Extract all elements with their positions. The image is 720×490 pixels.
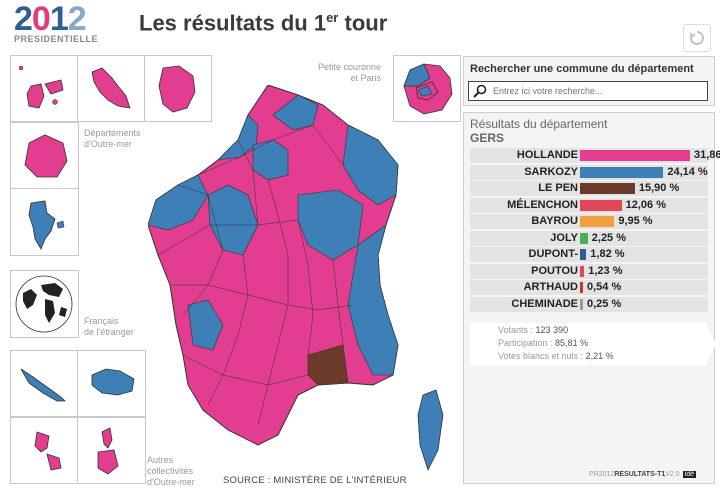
map-polynesie[interactable] bbox=[77, 350, 146, 417]
region-est[interactable] bbox=[342, 124, 399, 206]
candidate-name: DUPONT- bbox=[528, 248, 579, 260]
region-provence[interactable] bbox=[307, 344, 349, 386]
candidate-row: SARKOZY 24,14 % bbox=[470, 164, 708, 180]
candidate-row: JOLY 2,25 % bbox=[470, 230, 708, 246]
results-title: Résultats du département bbox=[470, 117, 608, 131]
candidate-name: LE PEN bbox=[538, 182, 578, 194]
candidate-bar bbox=[580, 199, 622, 211]
candidate-pct: 2,25 % bbox=[591, 231, 627, 244]
france-map[interactable] bbox=[148, 85, 448, 475]
stat-blancs-nuls: Votes blancs et nuls : 2,21 % bbox=[498, 351, 614, 361]
candidate-pct: 0,54 % bbox=[587, 281, 622, 293]
ide-logo: idé bbox=[682, 471, 697, 478]
candidate-row: DUPONT- 1,82 % bbox=[470, 247, 708, 262]
logo-subtitle: PRESIDENTIELLE bbox=[14, 34, 99, 44]
map-guyane[interactable] bbox=[144, 55, 212, 122]
candidate-bar bbox=[580, 150, 690, 161]
candidate-name: MÉLENCHON bbox=[507, 198, 578, 211]
label-com: Autres collectivités d'Outre-mer bbox=[147, 455, 195, 487]
logo-2012: 2012 PRESIDENTIELLE bbox=[14, 0, 124, 44]
candidate-bar bbox=[580, 216, 615, 227]
martinique-shape bbox=[91, 67, 131, 109]
candidate-bar bbox=[580, 282, 583, 293]
label-etranger: Français de l'étranger bbox=[84, 316, 134, 337]
search-field[interactable] bbox=[468, 81, 708, 101]
candidate-pct: 9,95 % bbox=[618, 215, 653, 227]
candidate-row: LE PEN 15,90 % bbox=[470, 181, 708, 196]
candidate-bar bbox=[580, 265, 585, 277]
candidate-row: MÉLENCHON 12,06 % bbox=[470, 197, 708, 213]
mayotte-shape bbox=[28, 200, 65, 250]
stats-box: Votants : 123 390 Participation : 85,81 … bbox=[470, 323, 716, 365]
nouvelle-caledonie-shape bbox=[20, 368, 66, 402]
candidate-pct: 12,06 % bbox=[625, 198, 666, 211]
polynesie-shape bbox=[91, 368, 135, 396]
candidate-bar bbox=[580, 166, 664, 178]
label-dom: Départements d'Outre-mer bbox=[84, 128, 141, 149]
guadeloupe-shape bbox=[18, 65, 64, 109]
department-borders bbox=[157, 124, 354, 426]
candidate-pct: 1,23 % bbox=[588, 264, 623, 277]
candidate-row: BAYROU 9,95 % bbox=[470, 214, 708, 229]
map-petite-couronne[interactable] bbox=[393, 55, 461, 122]
stat-votants: Votants : 123 390 bbox=[498, 325, 569, 335]
map-saint-pierre[interactable] bbox=[77, 417, 146, 484]
map-martinique[interactable] bbox=[77, 55, 146, 122]
map-nouvelle-caledonie[interactable] bbox=[10, 350, 79, 417]
candidate-name: POUTOU bbox=[531, 264, 578, 277]
region-alpes[interactable] bbox=[347, 224, 399, 376]
candidate-bar bbox=[580, 183, 635, 194]
map-etranger[interactable] bbox=[10, 270, 79, 338]
candidate-name: JOLY bbox=[550, 231, 578, 244]
department-name: GERS bbox=[470, 131, 505, 145]
guyane-shape bbox=[158, 65, 196, 113]
candidate-row: POUTOU 1,23 % bbox=[470, 263, 708, 279]
candidate-pct: 0,25 % bbox=[587, 297, 622, 310]
candidate-name: CHEMINADE bbox=[511, 297, 578, 310]
saint-pierre-shape bbox=[97, 427, 119, 475]
search-panel: Rechercher une commune du département bbox=[463, 56, 715, 106]
source-credit: SOURCE : MINISTÈRE DE L'INTÉRIEUR bbox=[223, 475, 407, 486]
candidate-bar bbox=[580, 298, 583, 310]
candidate-name: BAYROU bbox=[531, 215, 578, 227]
candidate-name: HOLLANDE bbox=[516, 149, 578, 161]
candidate-row: ARTHAUD 0,54 % bbox=[470, 280, 708, 295]
candidate-row: HOLLANDE 31,86 % bbox=[470, 148, 720, 163]
map-reunion[interactable] bbox=[10, 122, 79, 189]
candidate-row: CHEMINADE 0,25 % bbox=[470, 296, 708, 312]
reunion-shape bbox=[24, 134, 68, 178]
paris-shape bbox=[403, 63, 453, 115]
candidate-pct: 15,90 % bbox=[638, 182, 680, 194]
label-petite-couronne: Petite couronne et Paris bbox=[318, 62, 382, 83]
candidate-pct: 31,86 % bbox=[694, 149, 720, 161]
stats-arrow bbox=[706, 323, 716, 365]
map-wallis[interactable] bbox=[10, 417, 79, 484]
search-title: Rechercher une commune du département bbox=[470, 63, 694, 75]
region-corse[interactable] bbox=[417, 389, 444, 472]
map-guadeloupe[interactable] bbox=[10, 55, 79, 122]
candidate-bar bbox=[580, 249, 587, 260]
results-panel: Résultats du département GERS HOLLANDE 31… bbox=[463, 112, 720, 484]
candidate-bar bbox=[580, 232, 588, 244]
stat-participation: Participation : 85,81 % bbox=[498, 338, 589, 348]
refresh-button[interactable] bbox=[683, 24, 711, 52]
region-bourgogne[interactable] bbox=[297, 189, 364, 261]
wallis-shape bbox=[34, 431, 62, 471]
candidate-name: ARTHAUD bbox=[523, 281, 578, 293]
footer-mark: PR2012RESULTATS-T1V2.0 idé bbox=[589, 471, 697, 478]
candidate-name: SARKOZY bbox=[524, 165, 578, 178]
search-input[interactable] bbox=[493, 84, 698, 97]
map-mayotte[interactable] bbox=[10, 188, 79, 256]
region-sud-ouest[interactable] bbox=[187, 299, 224, 351]
search-icon[interactable] bbox=[472, 83, 488, 99]
world-icon bbox=[15, 275, 73, 333]
refresh-icon bbox=[689, 31, 704, 45]
logo-year: 2012 bbox=[14, 0, 87, 38]
region-nord[interactable] bbox=[272, 94, 319, 131]
page-title: Les résultats du 1er tour bbox=[139, 10, 388, 36]
candidate-pct: 24,14 % bbox=[667, 165, 708, 178]
region-bretagne-est[interactable] bbox=[148, 174, 209, 231]
candidate-pct: 1,82 % bbox=[590, 248, 625, 260]
